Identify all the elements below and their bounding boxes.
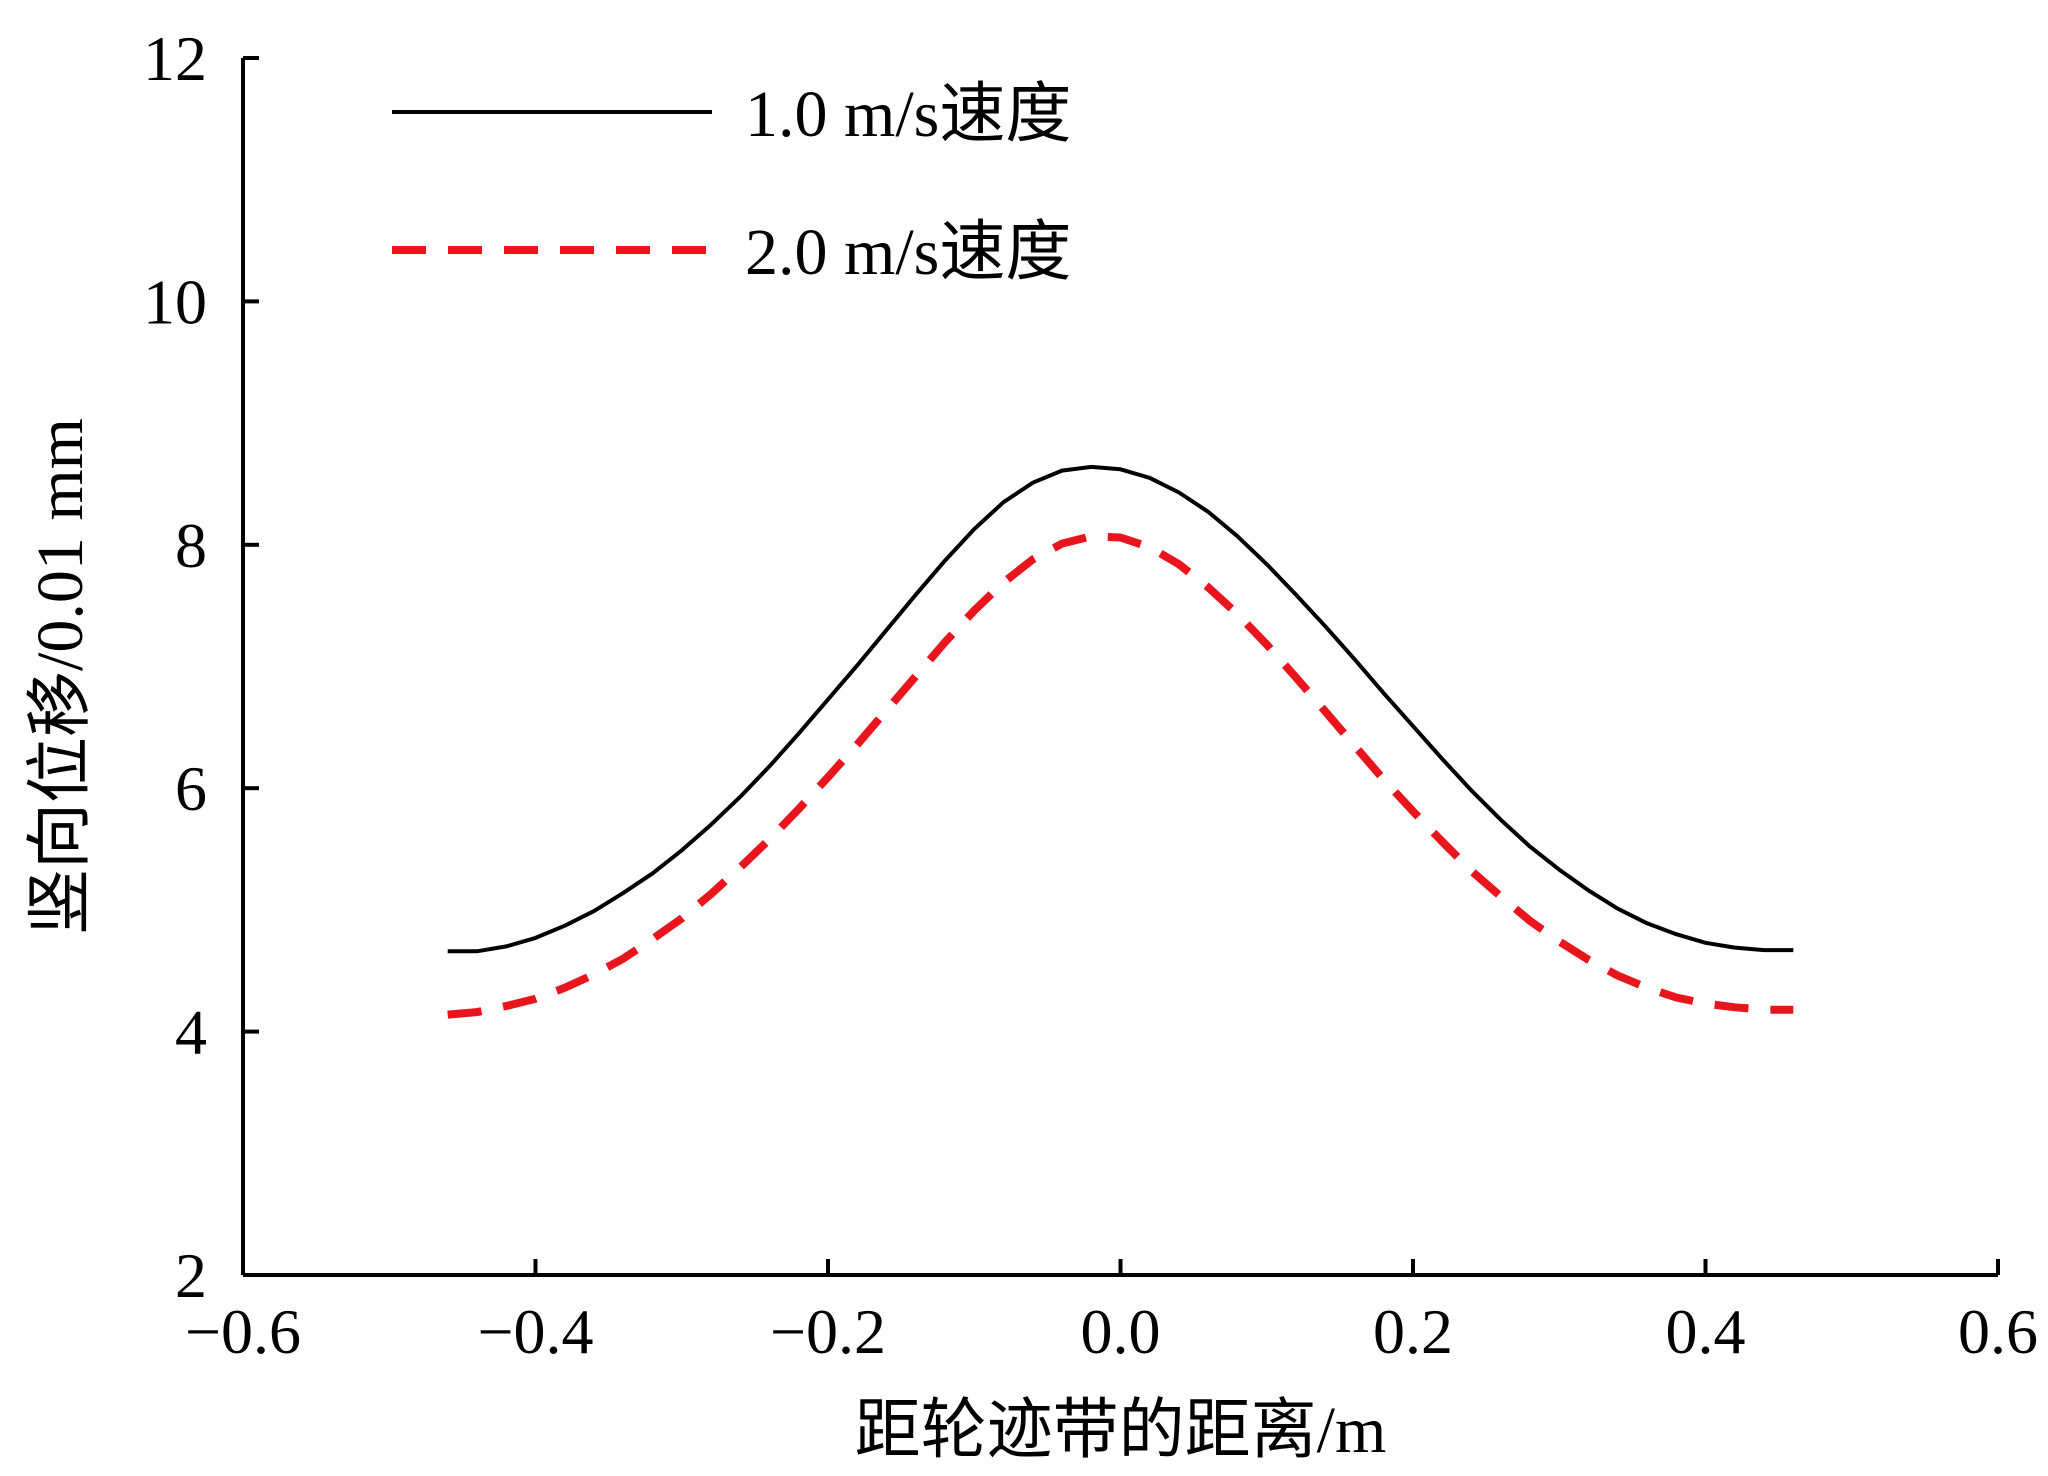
x-tick-label: 0.4 bbox=[1666, 1296, 1746, 1367]
legend-label-1: 1.0 m/s速度 bbox=[745, 78, 1071, 151]
x-tick-label: 0.6 bbox=[1958, 1296, 2038, 1367]
axes bbox=[241, 58, 1998, 1277]
x-tick-label: 0.0 bbox=[1081, 1296, 1161, 1367]
series-line-1 bbox=[447, 464, 1794, 954]
x-axis-title: 距轮迹带的距离/m bbox=[855, 1394, 1387, 1467]
legend: 1.0 m/s速度 2.0 m/s速度 bbox=[392, 78, 1071, 289]
y-axis-title: 竖向位移/0.01 mm bbox=[24, 418, 97, 935]
x-tick-label: −0.2 bbox=[770, 1296, 886, 1367]
y-tick-label: 6 bbox=[175, 753, 207, 824]
x-tick-label: 0.2 bbox=[1373, 1296, 1453, 1367]
y-tick-label: 4 bbox=[175, 997, 207, 1068]
ticks: −0.6 −0.4 −0.2 0.0 0.2 0.4 0.6 2 4 6 8 10 12 bbox=[143, 23, 2038, 1367]
series-layer bbox=[447, 464, 1794, 1019]
x-tick-label: −0.6 bbox=[185, 1296, 301, 1367]
series-line-2 bbox=[447, 532, 1794, 1019]
y-tick-label: 10 bbox=[143, 266, 207, 337]
legend-label-2: 2.0 m/s速度 bbox=[745, 216, 1071, 289]
x-tick-label: −0.4 bbox=[477, 1296, 593, 1367]
y-tick-label: 12 bbox=[143, 23, 207, 94]
y-tick-label: 2 bbox=[175, 1240, 207, 1311]
y-tick-label: 8 bbox=[175, 510, 207, 581]
